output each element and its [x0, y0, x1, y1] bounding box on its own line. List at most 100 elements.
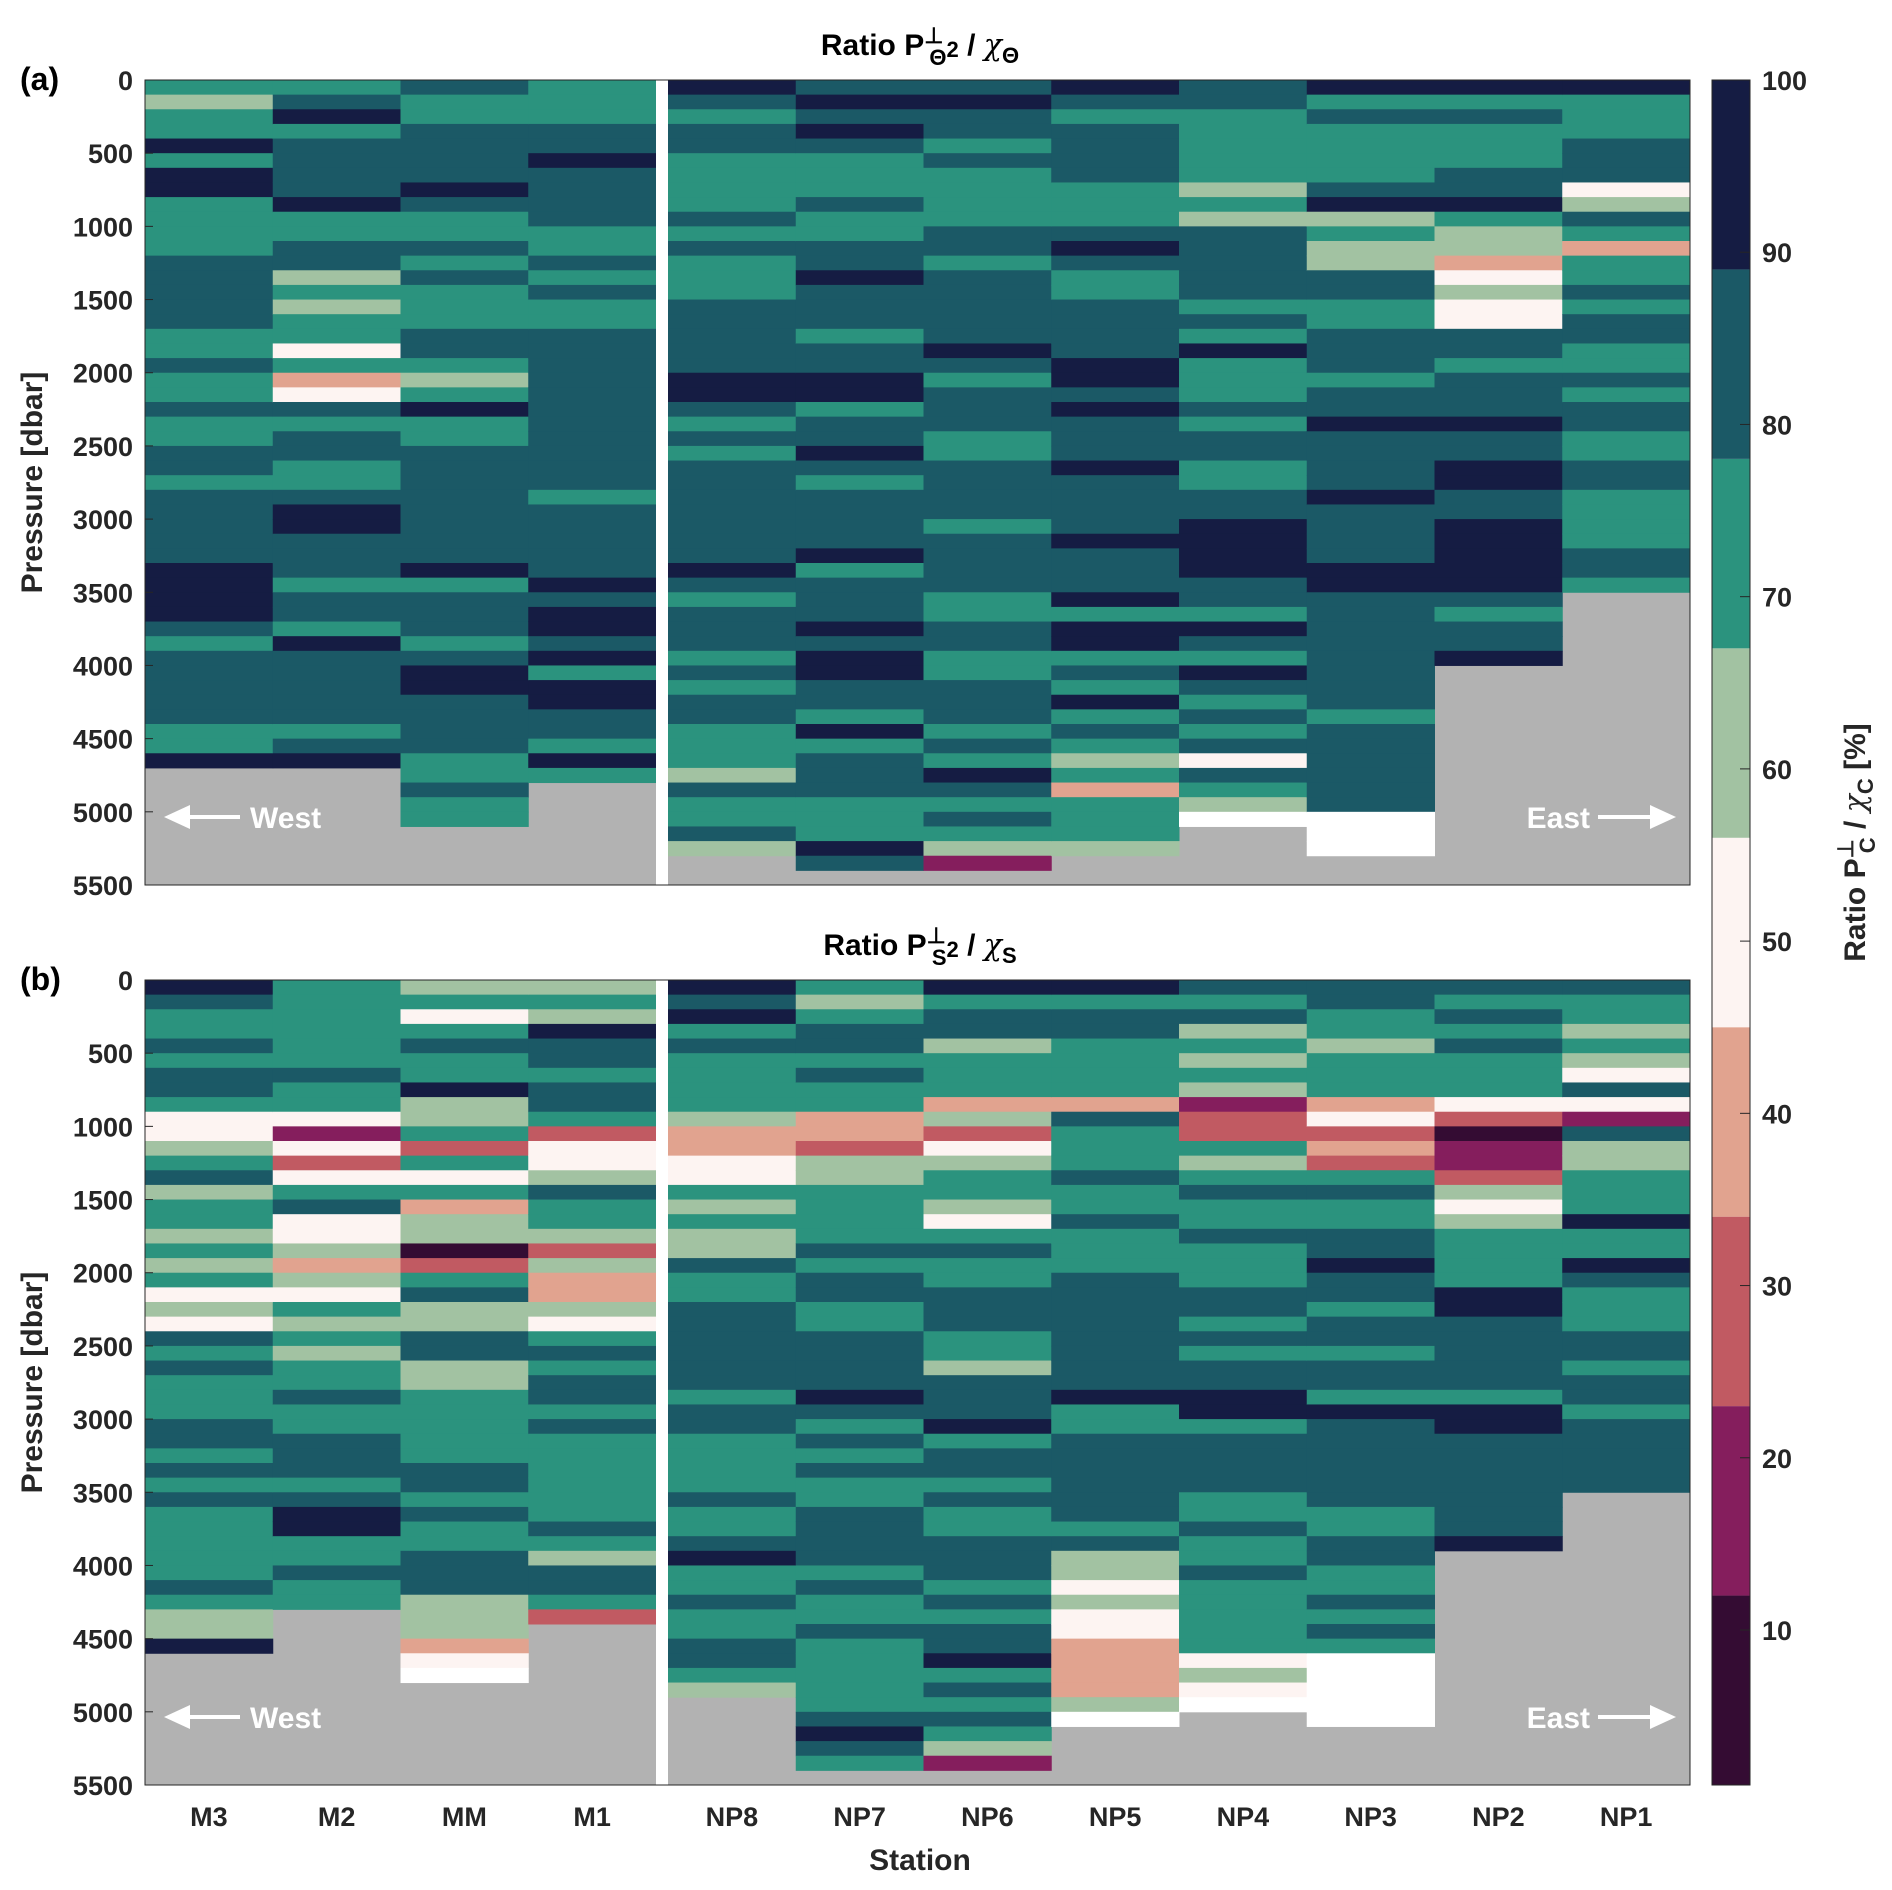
heatmap-cell	[1051, 1389, 1180, 1405]
panel-a: 0 500 1000 1500 2000 2500 3000 3500 4000 4500 5000…	[16, 23, 1691, 901]
heatmap-cell	[1306, 372, 1435, 388]
y-tick-label: 4000	[73, 651, 133, 681]
x-tick-label: M1	[573, 1802, 611, 1832]
heatmap-cell	[272, 1082, 401, 1098]
heatmap-cell	[795, 1316, 924, 1332]
heatmap-cell	[668, 577, 797, 593]
title-part: χ	[982, 928, 1004, 963]
title-part: /	[959, 29, 984, 62]
heatmap-cell	[668, 980, 797, 996]
heatmap-cell	[1434, 980, 1563, 996]
heatmap-cell	[1179, 1170, 1308, 1186]
heatmap-cell	[923, 855, 1052, 871]
heatmap-cell	[400, 621, 529, 637]
heatmap-cell	[923, 1580, 1052, 1596]
heatmap-cell	[1562, 1463, 1691, 1479]
heatmap-cell	[795, 211, 924, 227]
heatmap-cell	[400, 1448, 529, 1464]
y-tick-label: 1500	[73, 1186, 133, 1216]
west-label: West	[250, 802, 321, 835]
panel-title: Ratio P⊥ S2 / χS	[823, 923, 1016, 970]
heatmap-cell	[1562, 94, 1691, 110]
heatmap-cell	[795, 387, 924, 403]
heatmap-cell	[272, 123, 401, 140]
heatmap-cell	[145, 167, 274, 183]
heatmap-cell	[1051, 504, 1180, 520]
heatmap-cell	[1179, 797, 1308, 813]
heatmap-cell	[1179, 577, 1308, 593]
heatmap-cell	[1306, 1624, 1435, 1640]
heatmap-cell	[1179, 1272, 1308, 1288]
heatmap-cell	[923, 1492, 1052, 1508]
heatmap-cell	[1306, 80, 1435, 96]
heatmap-cell	[1434, 197, 1563, 213]
heatmap-cell	[145, 80, 274, 96]
panel-title: Ratio P⊥ Θ2 / χΘ	[821, 23, 1019, 70]
heatmap-cell	[1051, 606, 1180, 623]
heatmap-cell	[1179, 811, 1308, 827]
section-gap	[656, 980, 668, 1785]
west-label: West	[250, 1702, 321, 1735]
heatmap-cell	[1562, 1170, 1691, 1186]
heatmap-cell	[668, 1141, 797, 1157]
heatmap-cell	[272, 1463, 401, 1479]
heatmap-cell	[923, 1711, 1052, 1727]
heatmap-cell	[528, 314, 657, 330]
heatmap-cell	[1051, 738, 1180, 754]
heatmap-cell	[272, 328, 401, 344]
heatmap-cell	[668, 1345, 797, 1362]
heatmap-cell	[923, 299, 1052, 315]
heatmap-cell	[923, 1316, 1052, 1332]
heatmap-cell	[400, 299, 529, 315]
heatmap-cell	[145, 138, 274, 154]
heatmap-cell	[272, 1258, 401, 1274]
heatmap-cell	[1434, 1009, 1563, 1025]
heatmap-cell	[1306, 1360, 1435, 1376]
heatmap-cell	[528, 1199, 657, 1215]
heatmap-cell	[400, 1170, 529, 1186]
heatmap-cell	[1179, 270, 1308, 286]
heatmap-cell	[1306, 1594, 1435, 1610]
heatmap-cell	[795, 1331, 924, 1347]
heatmap-cell	[1562, 1302, 1691, 1318]
heatmap-cell	[923, 680, 1052, 696]
heatmap-cell	[400, 1389, 529, 1405]
heatmap-cell	[145, 592, 274, 608]
heatmap-cell	[1306, 1433, 1435, 1449]
heatmap-cell	[668, 1506, 797, 1523]
heatmap-cell	[1562, 372, 1691, 388]
heatmap-cell	[400, 182, 529, 198]
heatmap-cell	[1179, 694, 1308, 710]
heatmap-cell	[1562, 255, 1691, 271]
heatmap-cell	[272, 387, 401, 403]
heatmap-cell	[923, 1082, 1052, 1098]
heatmap-cell	[400, 1550, 529, 1566]
heatmap-cell	[1179, 387, 1308, 403]
heatmap-cell	[1306, 1228, 1435, 1244]
heatmap-cell	[1051, 416, 1180, 432]
heatmap-cell	[1434, 1506, 1563, 1523]
heatmap-cell	[400, 519, 529, 535]
heatmap-cell	[795, 138, 924, 154]
heatmap-cell	[1051, 1492, 1180, 1508]
heatmap-cell	[400, 563, 529, 579]
heatmap-cell	[528, 402, 657, 418]
heatmap-cell	[400, 1067, 529, 1083]
heatmap-cell	[1306, 431, 1435, 447]
heatmap-cell	[272, 1302, 401, 1318]
heatmap-cell	[1051, 284, 1180, 301]
heatmap-cell	[1306, 1243, 1435, 1259]
heatmap-cell	[1179, 1023, 1308, 1040]
heatmap-cell	[145, 1316, 274, 1332]
heatmap-cell	[668, 1667, 797, 1684]
colorbar-label-part: /	[1839, 812, 1872, 837]
heatmap-cell	[145, 1419, 274, 1435]
heatmap-cell	[923, 372, 1052, 388]
heatmap-cell	[923, 1682, 1052, 1698]
heatmap-cell	[1562, 270, 1691, 286]
heatmap-cell	[1051, 1272, 1180, 1288]
heatmap-cell	[668, 1389, 797, 1405]
heatmap-cell	[1434, 416, 1563, 432]
x-axis-label: Station	[869, 1844, 971, 1877]
heatmap-cell	[1051, 1404, 1180, 1420]
